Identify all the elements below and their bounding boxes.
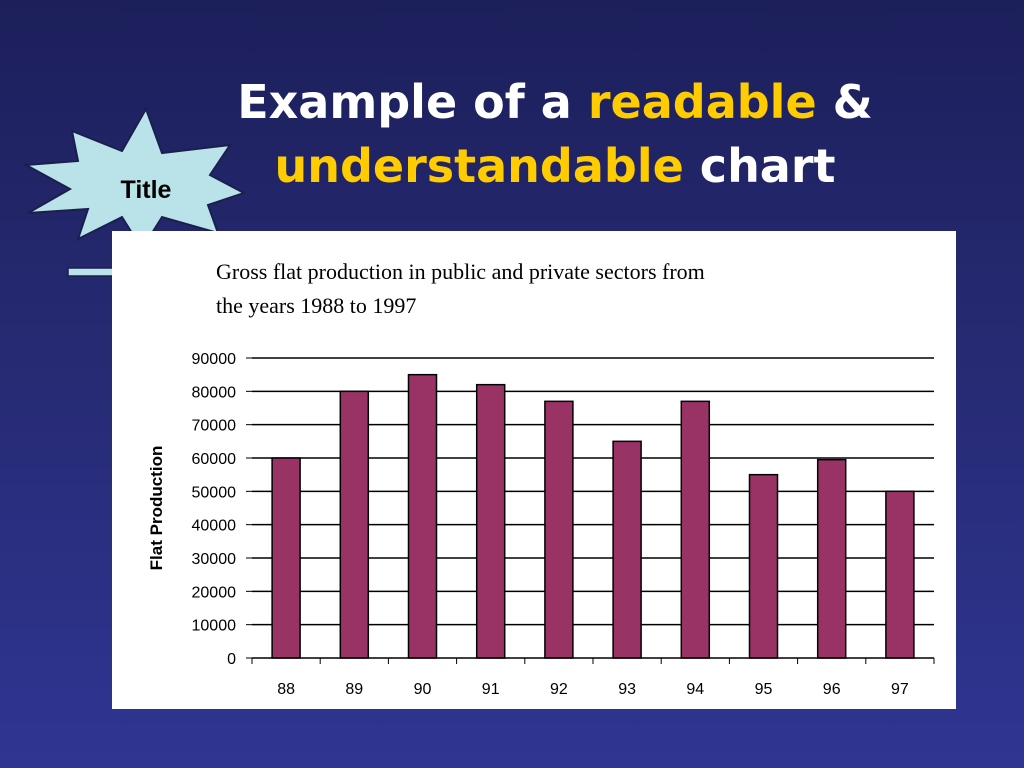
slide-title-part1: Example of a xyxy=(237,75,588,129)
title-callout-burst: Title xyxy=(22,106,247,251)
x-tick-label: 93 xyxy=(618,681,636,698)
chart-panel: Gross flat production in public and priv… xyxy=(112,231,956,709)
x-tick-label: 88 xyxy=(277,681,295,698)
x-tick-label: 96 xyxy=(823,681,841,698)
bar-97 xyxy=(885,490,915,659)
slide-title-part2: & xyxy=(816,75,873,129)
y-tick-label: 50000 xyxy=(192,484,237,501)
bar-chart: 0 10000 20000 30000 40000 50000 60000 70000 8000… xyxy=(147,351,935,698)
tick-labels: 0 10000 20000 30000 40000 50000 60000 70000 8000… xyxy=(192,351,909,698)
x-tick-label: 97 xyxy=(891,681,909,698)
y-tick-label: 70000 xyxy=(192,418,237,435)
bar-91 xyxy=(475,383,506,659)
bar-90 xyxy=(407,373,438,659)
chart-title: Gross flat production in public and priv… xyxy=(216,255,876,323)
y-tick-label: 80000 xyxy=(192,384,237,401)
callout-label: Title xyxy=(121,176,172,204)
bar-93 xyxy=(612,440,642,659)
bar-92 xyxy=(544,400,574,659)
x-tick-label: 92 xyxy=(550,681,568,698)
chart-title-line2: the years 1988 to 1997 xyxy=(216,293,417,318)
y-tick-label: 20000 xyxy=(192,584,237,601)
slide-title-highlight-understandable: understandable xyxy=(274,139,684,193)
y-tick-label: 30000 xyxy=(192,551,237,568)
x-tick-label: 94 xyxy=(686,681,704,698)
slide-title-part3: chart xyxy=(683,139,836,193)
x-tick-label: 90 xyxy=(414,681,432,698)
bar-88 xyxy=(271,457,301,659)
bar-94 xyxy=(680,400,711,659)
y-tick-label: 10000 xyxy=(192,618,237,635)
bar-95 xyxy=(748,473,779,659)
slide-title-highlight-readable: readable xyxy=(587,75,817,129)
callout-burst-shape xyxy=(22,106,247,251)
chart-title-line1: Gross flat production in public and priv… xyxy=(216,259,705,284)
y-tick-label: 40000 xyxy=(192,518,237,535)
axes xyxy=(246,357,935,664)
x-tick-label: 89 xyxy=(345,681,363,698)
slide-title: Example of a readable & understandable c… xyxy=(195,70,915,198)
y-axis-label: Flat Production xyxy=(147,446,166,571)
bar-89 xyxy=(339,390,370,659)
x-tick-label: 91 xyxy=(482,681,500,698)
y-tick-label: 0 xyxy=(227,651,236,668)
bars xyxy=(271,373,915,659)
x-tick-label: 95 xyxy=(755,681,773,698)
bar-96 xyxy=(816,458,847,659)
y-tick-label: 90000 xyxy=(192,351,237,368)
y-tick-label: 60000 xyxy=(192,451,237,468)
